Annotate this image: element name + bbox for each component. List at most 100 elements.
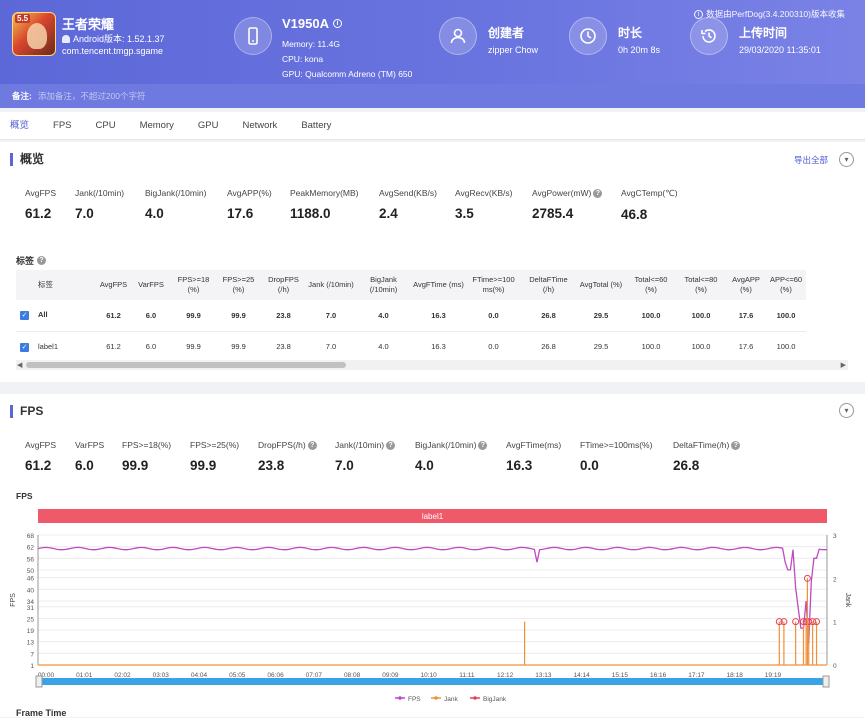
table-cell: 6.0 (131, 331, 171, 363)
x-tick-label: 16:16 (650, 672, 667, 679)
scroll-left-icon[interactable]: ◀ (17, 362, 23, 369)
help-icon[interactable]: ? (307, 440, 317, 450)
remark-input[interactable]: 添加备注，不超过200个字符 (37, 91, 146, 101)
bigjank-marker[interactable] (775, 618, 783, 626)
table-horizontal-scrollbar[interactable]: ◀ ▶ (16, 360, 848, 370)
stat-value: 61.2 (25, 206, 52, 221)
table-cell: 99.9 (171, 300, 216, 332)
stat-label: DropFPS(/h)? (258, 440, 317, 450)
stat-0: AvgFPS 61.2 (25, 188, 56, 221)
tab-0[interactable]: 概览 (10, 119, 30, 131)
tab-2[interactable]: CPU (95, 119, 116, 131)
x-tick-label: 07:07 (306, 672, 323, 679)
history-icon (690, 17, 728, 55)
stat-label: AvgCTemp(℃) (621, 188, 678, 199)
y-tick-label: 31 (27, 605, 35, 612)
y-tick-label: 56 (27, 556, 35, 563)
tab-1[interactable]: FPS (53, 119, 72, 131)
table-cell: 23.8 (261, 300, 306, 332)
table-cell: 0.0 (466, 331, 521, 363)
table-cell: 99.9 (171, 331, 216, 363)
tag-table: 标签 AvgFPS VarFPS FPS>=18 (%) FPS>=25 (%) Drop… (16, 270, 806, 363)
stat-label-text: FPS>=18(%) (122, 440, 172, 450)
source-info-icon: i (694, 9, 704, 19)
table-header-cell[interactable]: AvgTotal (%) (576, 270, 626, 300)
device-name: V1950A i (282, 16, 342, 31)
table-header-cell[interactable]: Total<=80 (%) (676, 270, 726, 300)
export-all-link[interactable]: 导出全部 (794, 155, 829, 165)
stat-value: 7.0 (75, 206, 94, 221)
zoom-handle-right[interactable] (822, 675, 830, 688)
table-header-cell[interactable]: FPS>=25 (%) (216, 270, 261, 300)
stat-value: 16.3 (506, 458, 533, 473)
table-row[interactable]: ✓ All 61.2 6.0 99.9 99.9 23.8 7.0 4.0 16.3 0.0 26.8… (16, 300, 806, 332)
tab-3[interactable]: Memory (139, 119, 174, 131)
legend-label[interactable]: Jank (444, 696, 458, 703)
fps-collapse-button[interactable]: ▾ (839, 403, 854, 418)
table-header-cell[interactable]: AvgFPS (96, 270, 131, 300)
table-cell: 100.0 (676, 300, 726, 332)
row-checkbox[interactable]: ✓ (20, 342, 29, 352)
stat-label-text: BigJank(/10min) (145, 188, 207, 198)
help-icon[interactable]: ? (593, 188, 603, 198)
stat-value: 6.0 (75, 458, 94, 473)
info-icon[interactable]: i (332, 19, 342, 28)
stat-value: 26.8 (673, 458, 700, 473)
help-icon[interactable]: ? (478, 440, 488, 450)
table-header-cell[interactable]: Total<=60 (%) (626, 270, 676, 300)
stat-value: 4.0 (415, 458, 434, 473)
x-tick-label: 18:18 (727, 672, 744, 679)
label-band[interactable] (38, 509, 827, 523)
duration-value: 0h 20m 8s (618, 45, 661, 55)
zoom-handle-left[interactable] (35, 675, 43, 688)
remark-bar[interactable]: 备注: 添加备注，不超过200个字符 (0, 84, 865, 108)
tab-6[interactable]: Battery (301, 119, 332, 131)
frame-time-title: Frame Time (16, 708, 67, 718)
creator-label: 创建者 (488, 26, 525, 40)
stat-label-text: BigJank(/10min) (415, 440, 477, 450)
fps-series-line[interactable] (37, 546, 828, 644)
scroll-right-icon[interactable]: ▶ (840, 362, 846, 369)
scrollbar-thumb[interactable] (26, 362, 346, 368)
stat-label-text: Jank(/10min) (335, 440, 385, 450)
table-cell: 17.6 (726, 331, 766, 363)
y2-tick-label: 0 (833, 663, 837, 670)
tab-4[interactable]: GPU (197, 119, 219, 131)
help-icon[interactable]: ? (386, 440, 396, 450)
table-header-cell[interactable]: DeltaFTime (/h) (521, 270, 576, 300)
table-header-cell[interactable]: FTime>=100 ms(%) (466, 270, 521, 300)
table-header-cell[interactable]: AvgAPP (%) (726, 270, 766, 300)
label-band-text: label1 (422, 512, 444, 521)
x-tick-label: 08:08 (344, 672, 361, 679)
table-header-cell[interactable]: FPS>=18 (%) (171, 270, 216, 300)
zoom-slider-track[interactable] (38, 678, 827, 685)
bigjank-marker[interactable] (813, 618, 821, 626)
y-tick-label: 7 (30, 651, 34, 658)
x-tick-label: 15:15 (612, 672, 629, 679)
table-row[interactable]: ✓ label1 61.2 6.0 99.9 99.9 23.8 7.0 4.0 16.3 0.0 2… (16, 331, 806, 363)
row-checkbox[interactable]: ✓ (20, 311, 29, 321)
bigjank-marker[interactable] (803, 574, 811, 582)
table-header-cell[interactable]: APP<=60 (%) (766, 270, 806, 300)
tab-5[interactable]: Network (242, 119, 278, 131)
stat-4: PeakMemory(MB) 1188.0 (290, 188, 358, 221)
legend-label[interactable]: BigJank (483, 696, 507, 703)
table-header-cell[interactable]: AvgFTime (ms) (411, 270, 466, 300)
stat-label: FPS>=18(%) (122, 440, 171, 450)
bigjank-marker[interactable] (805, 618, 813, 626)
legend-label[interactable]: FPS (408, 696, 421, 703)
table-header-cell[interactable]: Jank (/10min) (306, 270, 356, 300)
y2-tick-label: 2 (833, 576, 837, 583)
table-header-cell[interactable]: VarFPS (131, 270, 171, 300)
table-header-cell[interactable]: 标签 (16, 270, 96, 300)
table-header-cell[interactable]: DropFPS (/h) (261, 270, 306, 300)
help-icon[interactable]: ? (37, 256, 47, 265)
bigjank-marker[interactable] (792, 618, 800, 626)
help-icon[interactable]: ? (731, 440, 741, 450)
overview-collapse-button[interactable]: ▾ (839, 152, 854, 167)
bigjank-marker[interactable] (780, 618, 788, 626)
bigjank-marker[interactable] (809, 618, 817, 626)
table-cell: 61.2 (96, 331, 131, 363)
table-header-cell[interactable]: BigJank (/10min) (356, 270, 411, 300)
